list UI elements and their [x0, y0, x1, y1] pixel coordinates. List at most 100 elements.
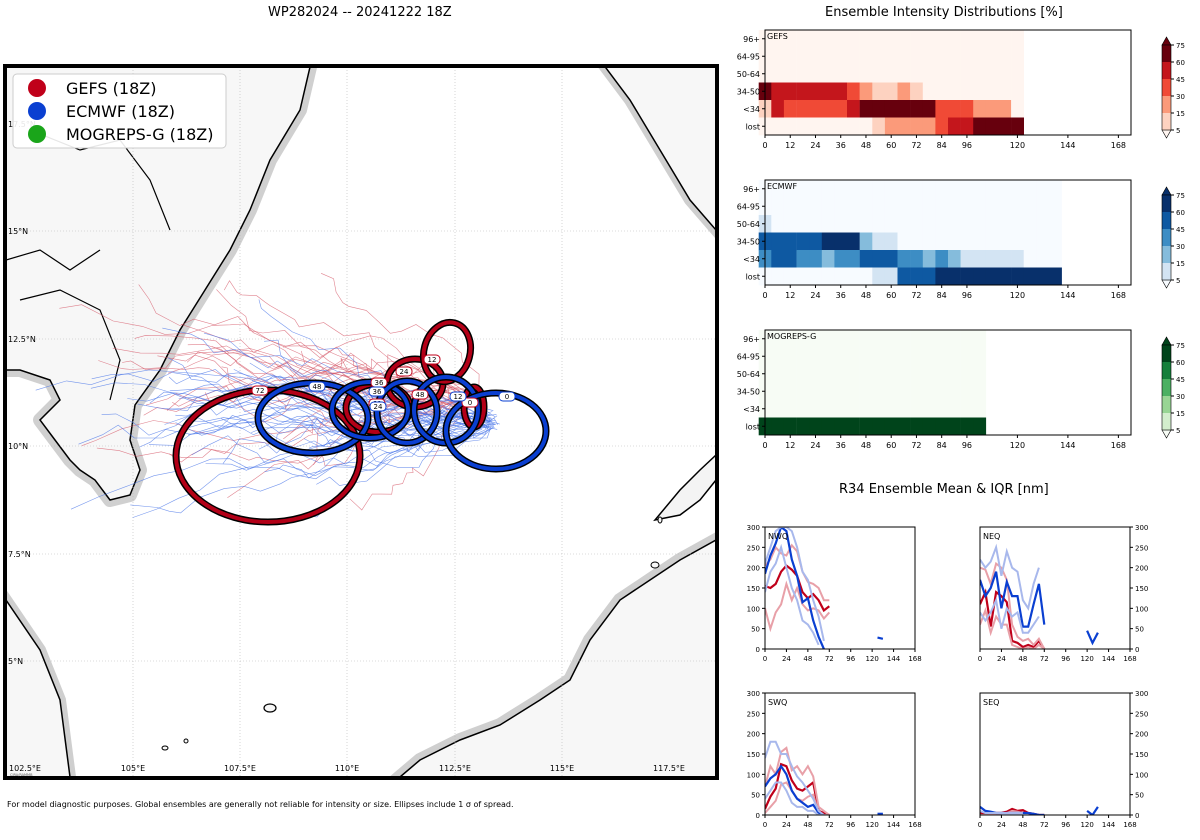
ecmwf-hour-label: 12 — [449, 391, 467, 402]
heatmap-cell — [872, 365, 886, 383]
heatmap-row-label: 34-50 — [737, 387, 760, 396]
heatmap-cell — [821, 330, 835, 348]
heatmap-cell — [1036, 180, 1050, 198]
iqr-line — [980, 543, 1040, 611]
heatmap-cell — [834, 250, 848, 268]
iqr-line — [765, 580, 831, 633]
heatmap-cell — [910, 347, 923, 366]
heatmap-cell — [960, 65, 974, 83]
heatmap-cell — [973, 47, 987, 66]
heatmap-cell — [897, 82, 911, 101]
legend-gefs-label: GEFS (18Z) — [66, 79, 156, 98]
heatmap-cell — [998, 47, 1012, 66]
heatmap-row-label: 50-64 — [737, 370, 760, 379]
heatmap-cell — [821, 65, 835, 83]
heatmap-hour-tick: 36 — [836, 141, 846, 150]
r34-y-tick: 200 — [1135, 565, 1148, 573]
heatmap-cell — [783, 180, 797, 198]
lat-label: 7.5°N — [8, 550, 31, 559]
heatmap-cell — [1036, 215, 1050, 233]
heatmap-cell — [1011, 197, 1024, 216]
colorbar-segment — [1162, 246, 1171, 264]
heatmap-cell — [847, 382, 860, 401]
heatmap-cell — [847, 180, 860, 198]
heatmap-cell — [960, 180, 974, 198]
heatmap-hour-tick: 60 — [886, 291, 896, 300]
colorbar-segment — [1162, 229, 1171, 247]
heatmap-cell — [783, 197, 797, 216]
heatmap-cell — [935, 100, 949, 118]
heatmap-cell — [910, 180, 923, 198]
heatmap-row-label: 64-95 — [737, 352, 760, 361]
iqr-line — [765, 740, 825, 815]
heatmap-label: GEFS — [767, 32, 788, 41]
r34-y-tick: 50 — [1135, 626, 1144, 634]
heatmap-cell — [922, 180, 936, 198]
heatmap-cell — [821, 117, 835, 136]
ecmwf-heatmap: ECMWF 96+ 64-95 50-64 34-50 <34 lost 0 12 24 36 48 6… — [737, 179, 1185, 300]
lat-label: 10°N — [8, 442, 28, 451]
r34-x-tick: 48 — [1018, 821, 1027, 829]
colorbar-tick: 5 — [1176, 427, 1180, 435]
heatmap-hour-tick: 12 — [785, 141, 795, 150]
heatmap-cell — [922, 347, 936, 366]
svg-text:48: 48 — [416, 391, 425, 399]
heatmap-cell — [973, 330, 987, 348]
heatmap-cell — [809, 100, 823, 118]
r34-x-tick: 72 — [1040, 655, 1049, 663]
heatmap-cell — [998, 180, 1012, 198]
heatmap-cell — [973, 232, 987, 251]
heatmap-cell — [922, 232, 936, 251]
heatmap-cell — [910, 400, 923, 418]
heatmap-cell — [796, 417, 810, 436]
ensemble-track — [185, 395, 491, 429]
lon-label: 110°E — [335, 764, 359, 773]
heatmap-cell — [998, 100, 1012, 118]
heatmap-cell — [1049, 250, 1062, 268]
heatmap-cell — [834, 215, 848, 233]
heatmap-cell — [821, 382, 835, 401]
heatmap-cell — [935, 250, 949, 268]
r34-quadrant-label: SWQ — [768, 698, 787, 707]
heatmap-cell — [910, 417, 923, 436]
heatmap-hour-tick: 24 — [810, 441, 820, 450]
heatmap-cell — [872, 232, 886, 251]
heatmap-cell — [1011, 117, 1024, 136]
heatmap-cell — [796, 365, 810, 383]
heatmap-row-label: 96+ — [743, 335, 760, 344]
heatmap-cell — [998, 117, 1012, 136]
heatmap-cell — [935, 47, 949, 66]
heatmap-cell — [847, 30, 860, 48]
heatmap-cell — [1011, 82, 1024, 101]
heatmap-cell — [783, 117, 797, 136]
heatmap-cell — [884, 400, 898, 418]
legend-ecmwf-marker — [28, 102, 46, 120]
heatmap-cell — [973, 30, 987, 48]
r34-y-tick: 150 — [747, 585, 760, 593]
heatmap-cell — [910, 330, 923, 348]
mean-line — [765, 764, 825, 815]
heatmap-hour-tick: 72 — [911, 141, 921, 150]
heatmap-cell — [834, 382, 848, 401]
heatmap-cell — [973, 365, 987, 383]
heatmap-cell — [897, 250, 911, 268]
heatmap-cell — [973, 250, 987, 268]
heatmap-cell — [847, 400, 860, 418]
heatmap-cell — [783, 347, 797, 366]
heatmap-cell — [884, 100, 898, 118]
heatmap-cell — [948, 382, 961, 401]
heatmap-cell — [910, 82, 923, 101]
heatmap-cell — [1049, 267, 1062, 286]
heatmap-cell — [796, 400, 810, 418]
heatmap-cell — [922, 382, 936, 401]
heatmap-cell — [910, 65, 923, 83]
heatmap-cell — [948, 197, 961, 216]
r34-y-tick: 100 — [1135, 771, 1148, 779]
heatmap-cell — [859, 180, 873, 198]
heatmap-cell — [783, 417, 797, 436]
heatmap-cell — [1011, 30, 1024, 48]
lon-label: 105°E — [121, 764, 145, 773]
heatmap-cell — [935, 215, 949, 233]
svg-text:36: 36 — [375, 379, 384, 387]
heatmap-cell — [1049, 232, 1062, 251]
